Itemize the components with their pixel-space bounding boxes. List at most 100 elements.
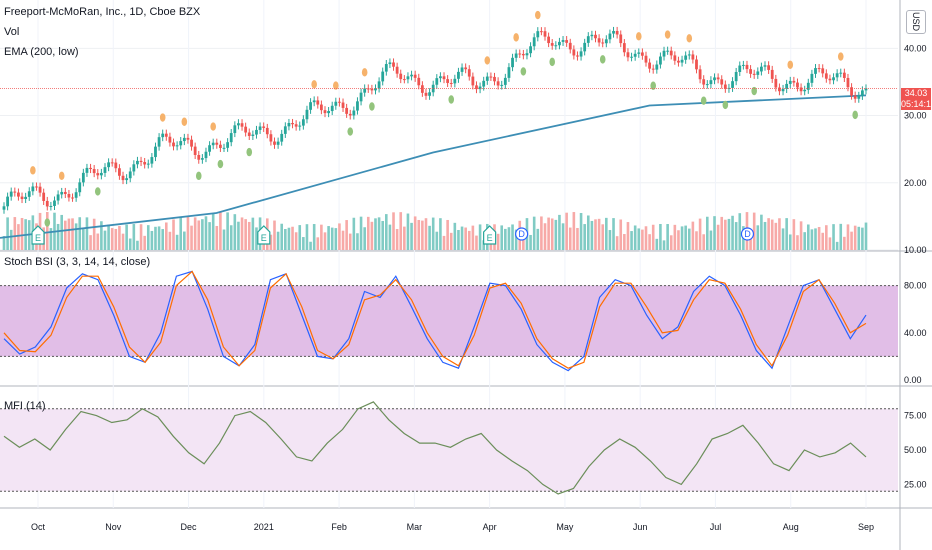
volume-bar: [439, 218, 442, 250]
volume-bar: [810, 229, 814, 250]
volume-bar: [835, 241, 839, 250]
candle-body: [568, 42, 572, 50]
candle-body: [211, 142, 215, 146]
time-tick-label: Aug: [783, 522, 799, 532]
volume-bar: [687, 228, 691, 250]
volume-bar: [215, 225, 219, 250]
candle-body: [464, 67, 468, 70]
candle-body: [760, 66, 763, 72]
candle-body: [503, 77, 507, 85]
candle-body: [13, 191, 17, 193]
candle-body: [752, 73, 756, 75]
candle-body: [67, 194, 71, 198]
candle-body: [821, 68, 825, 74]
candle-body: [651, 68, 655, 70]
stoch-tick-label: 40.00: [904, 328, 927, 338]
candle-body: [413, 74, 417, 78]
volume-bar: [45, 212, 49, 250]
stoch-line-d: [3, 270, 867, 369]
volume-bar: [85, 217, 89, 250]
volume-bar: [691, 221, 695, 250]
volume-bar: [464, 227, 467, 250]
candle-body: [20, 196, 24, 200]
volume-bar: [302, 237, 305, 250]
candle-body: [846, 77, 850, 88]
candle-body: [428, 92, 431, 96]
volume-bar: [107, 224, 110, 250]
candle-body: [810, 73, 814, 83]
candle-body: [298, 125, 302, 127]
volume-bar: [785, 218, 788, 250]
volume-bar: [201, 219, 204, 250]
volume-bar: [118, 226, 121, 250]
candle-body: [637, 52, 641, 54]
volume-bar: [619, 219, 623, 250]
volume-bar: [828, 237, 832, 250]
volume-bar: [183, 231, 186, 250]
candle-body: [446, 79, 450, 83]
volume-bar: [13, 217, 17, 250]
candle-body: [60, 191, 64, 195]
candle-body: [644, 55, 648, 63]
volume-bar: [565, 212, 568, 250]
volume-bar: [659, 223, 662, 250]
volume-bar: [244, 219, 247, 250]
candle-body: [161, 133, 165, 138]
fractal-high-marker: [181, 117, 188, 126]
volume-bar: [334, 228, 338, 250]
candle-body: [713, 77, 716, 81]
volume-bar: [752, 212, 756, 250]
currency-button[interactable]: USD: [906, 10, 926, 34]
volume-bar: [594, 219, 597, 250]
candle-body: [558, 41, 561, 46]
fractal-low-marker: [195, 171, 202, 181]
candle-body: [146, 163, 150, 165]
volume-bar: [255, 227, 258, 250]
candle-body: [709, 80, 713, 85]
candle-body: [439, 76, 442, 79]
volume-bar: [781, 228, 785, 250]
volume-bar: [716, 224, 720, 250]
mfi-band: [0, 408, 898, 492]
volume-bar: [67, 218, 71, 250]
candle-body: [511, 57, 514, 68]
candle-body: [608, 33, 612, 40]
candle-body: [565, 40, 569, 43]
candle-body: [785, 83, 789, 89]
volume-bar: [273, 220, 276, 250]
candle-body: [294, 124, 298, 127]
candle-body: [659, 56, 662, 65]
volume-bar: [579, 212, 583, 250]
volume-bar: [2, 236, 6, 250]
countdown-tag: 05:14:11: [901, 99, 932, 110]
volume-bar: [576, 227, 579, 250]
volume-bar: [56, 223, 60, 250]
candle-body: [842, 72, 846, 78]
volume-bar: [612, 218, 615, 250]
candle-body: [622, 43, 626, 53]
candle-body: [63, 191, 67, 195]
volume-bar: [511, 224, 514, 250]
fractal-low-marker: [700, 96, 707, 105]
volume-bar: [478, 224, 482, 250]
volume-bar: [496, 233, 500, 250]
candle-body: [594, 34, 597, 39]
candle-body: [38, 186, 42, 193]
volume-bar: [637, 228, 641, 250]
volume-bar: [724, 219, 727, 250]
volume-bar: [673, 224, 677, 250]
candle-body: [778, 87, 781, 92]
volume-bar: [240, 217, 244, 250]
volume-bar: [100, 221, 103, 250]
volume-bar: [583, 224, 586, 250]
volume-bar: [817, 226, 821, 250]
dividend-marker: [740, 227, 755, 241]
candle-body: [9, 191, 13, 197]
candle-body: [118, 168, 121, 176]
candle-body: [269, 134, 273, 142]
volume-bar: [590, 220, 594, 250]
candle-body: [128, 171, 132, 179]
volume-bar: [168, 231, 172, 250]
candle-body: [698, 69, 702, 80]
